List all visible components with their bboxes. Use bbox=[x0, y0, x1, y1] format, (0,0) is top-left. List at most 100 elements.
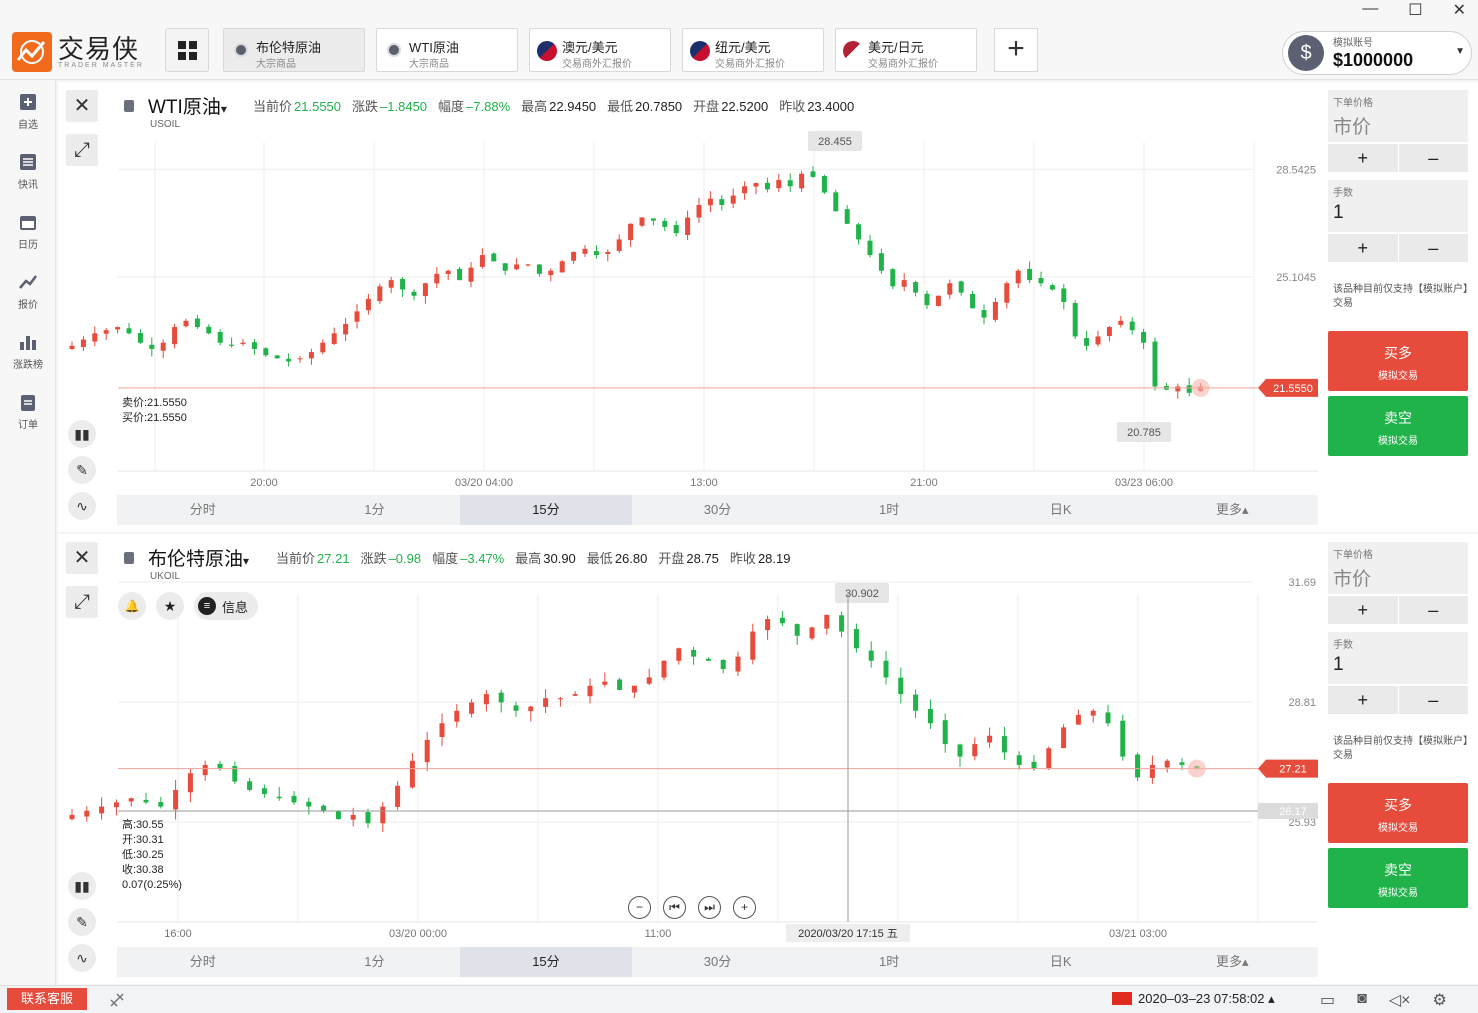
timeframe-7[interactable]: 更多▴ bbox=[1215, 502, 1249, 517]
symbol-header[interactable]: 布伦特原油▾ bbox=[124, 544, 249, 570]
sidebar-item-1[interactable]: 自选 bbox=[0, 92, 56, 131]
add-tab-button[interactable]: + bbox=[994, 28, 1038, 72]
timeframe-3[interactable]: 15分 bbox=[460, 947, 632, 977]
buy-long-button[interactable]: 买多 模拟交易 bbox=[1328, 783, 1468, 843]
buy-long-button[interactable]: 买多 模拟交易 bbox=[1328, 331, 1468, 391]
fullscreen-button[interactable]: ⤢ bbox=[66, 134, 98, 166]
candle bbox=[1186, 378, 1192, 397]
sell-short-button[interactable]: 卖空 模拟交易 bbox=[1328, 848, 1468, 908]
timeframe-5[interactable]: 1时 bbox=[878, 954, 900, 969]
settings-icon[interactable]: ⚙ bbox=[1432, 992, 1447, 1009]
pencil-icon[interactable]: ✎ bbox=[68, 456, 96, 484]
logo-icon bbox=[12, 32, 52, 72]
timeframe-2[interactable]: 1分 bbox=[364, 502, 385, 517]
candle bbox=[646, 668, 652, 686]
maximize-icon[interactable]: ☐ bbox=[1408, 2, 1423, 19]
candle bbox=[839, 611, 845, 638]
lots-minus-button[interactable]: – bbox=[1398, 234, 1468, 262]
sidebar-item-3[interactable]: 日历 bbox=[0, 212, 56, 251]
min-label: 20.785 bbox=[1127, 427, 1161, 439]
x-tick-label: 11:00 bbox=[645, 928, 672, 940]
candlestick-chart[interactable]: 28.5425 25.1045 20:00 03/20 04:00 13:00 21:00… bbox=[58, 82, 1318, 502]
indicator-icon[interactable]: ∿ bbox=[68, 492, 96, 520]
contact-support-button[interactable]: 联系客服 bbox=[7, 988, 87, 1010]
candle-type-icon[interactable]: ▮▮ bbox=[68, 872, 96, 900]
star-icon[interactable]: ★ bbox=[156, 592, 184, 620]
lots-value: 1 bbox=[1333, 654, 1344, 675]
zoom-in-icon[interactable]: + bbox=[733, 896, 756, 919]
layout-grid-button[interactable] bbox=[165, 28, 209, 72]
connection-icon[interactable] bbox=[108, 991, 126, 1009]
fullscreen-button[interactable]: ⤢ bbox=[66, 586, 98, 618]
tab-5[interactable]: 美元/日元 交易商外汇报价 bbox=[835, 28, 977, 72]
candle bbox=[206, 324, 212, 335]
sidebar-item-4[interactable]: 报价 bbox=[0, 272, 56, 311]
candle bbox=[572, 691, 578, 697]
timeframe-3[interactable]: 15分 bbox=[460, 495, 632, 525]
tab-2[interactable]: WTI原油 大宗商品 bbox=[376, 28, 518, 72]
timeframe-7[interactable]: 更多▴ bbox=[1215, 954, 1249, 969]
timeframe-1[interactable]: 分时 bbox=[189, 502, 216, 517]
indicator-icon[interactable]: ∿ bbox=[68, 944, 96, 972]
candle bbox=[753, 182, 759, 195]
order-price-box[interactable]: 下单价格 市价 bbox=[1328, 542, 1468, 594]
timeframe-6[interactable]: 日K bbox=[1049, 502, 1072, 517]
price-plus-button[interactable]: + bbox=[1328, 144, 1398, 172]
lots-plus-button[interactable]: + bbox=[1328, 686, 1398, 714]
close-chart-button[interactable]: ✕ bbox=[66, 542, 98, 574]
info-button[interactable]: ≡ 信息 bbox=[194, 592, 259, 620]
candle bbox=[354, 304, 360, 329]
candle bbox=[424, 731, 430, 772]
screen-off-icon[interactable]: ▭ bbox=[1320, 992, 1336, 1009]
account-selector[interactable]: $ 模拟账号 $1000000 ▼ bbox=[1282, 31, 1472, 75]
price-minus-button[interactable]: – bbox=[1398, 596, 1468, 624]
cross-tag: 26.17 bbox=[1279, 806, 1307, 818]
first-page-icon[interactable]: ⏮ bbox=[663, 896, 686, 919]
price-minus-button[interactable]: – bbox=[1398, 144, 1468, 172]
camera-icon[interactable]: ◙ bbox=[1357, 990, 1367, 1007]
lots-minus-button[interactable]: – bbox=[1398, 686, 1468, 714]
order-price-box[interactable]: 下单价格 市价 bbox=[1328, 90, 1468, 142]
candle bbox=[972, 737, 978, 761]
candle bbox=[779, 611, 785, 627]
sell-short-button[interactable]: 卖空 模拟交易 bbox=[1328, 396, 1468, 456]
timeframe-4[interactable]: 30分 bbox=[703, 502, 732, 517]
candle bbox=[409, 753, 415, 789]
lots-plus-button[interactable]: + bbox=[1328, 234, 1398, 262]
timeframe-6[interactable]: 日K bbox=[1049, 954, 1072, 969]
close-chart-button[interactable]: ✕ bbox=[66, 90, 98, 122]
timeframe-4[interactable]: 30分 bbox=[703, 954, 732, 969]
quote-label: 最高 bbox=[521, 99, 548, 114]
tab-3[interactable]: 澳元/美元 交易商外汇报价 bbox=[529, 28, 671, 72]
tab-1[interactable]: 布伦特原油 大宗商品 bbox=[223, 28, 365, 72]
candlestick-chart[interactable]: 31.69 28.81 25.93 16:00 03/20 00:00 11:00 03/2… bbox=[58, 534, 1318, 954]
clipboard-icon bbox=[18, 392, 38, 412]
minimize-icon[interactable]: — bbox=[1362, 0, 1379, 17]
candle bbox=[571, 251, 577, 264]
lots-box[interactable]: 手数 1 bbox=[1328, 180, 1468, 232]
last-page-icon[interactable]: ⏭ bbox=[698, 896, 721, 919]
bell-icon[interactable]: 🔔 bbox=[118, 592, 146, 620]
candle-type-icon[interactable]: ▮▮ bbox=[68, 420, 96, 448]
sidebar-item-2[interactable]: 快讯 bbox=[0, 152, 56, 191]
candle bbox=[80, 336, 86, 351]
timeframe-1[interactable]: 分时 bbox=[189, 954, 216, 969]
candle bbox=[794, 623, 800, 645]
candle bbox=[276, 787, 282, 801]
tab-4[interactable]: 纽元/美元 交易商外汇报价 bbox=[682, 28, 824, 72]
tab-sublabel: 交易商外汇报价 bbox=[562, 59, 632, 70]
mute-icon[interactable]: ◁× bbox=[1388, 992, 1411, 1009]
sidebar-item-5[interactable]: 涨跌榜 bbox=[0, 332, 56, 371]
pencil-icon[interactable]: ✎ bbox=[68, 908, 96, 936]
candle bbox=[883, 651, 889, 685]
sidebar-item-6[interactable]: 订单 bbox=[0, 392, 56, 431]
zoom-out-icon[interactable]: − bbox=[628, 896, 651, 919]
tab-label: 纽元/美元 bbox=[715, 40, 771, 55]
symbol-header[interactable]: WTI原油▾ bbox=[124, 92, 227, 118]
candle bbox=[719, 195, 725, 211]
timeframe-5[interactable]: 1时 bbox=[878, 502, 900, 517]
close-window-icon[interactable]: ✕ bbox=[1452, 2, 1466, 19]
lots-box[interactable]: 手数 1 bbox=[1328, 632, 1468, 684]
timeframe-2[interactable]: 1分 bbox=[364, 954, 385, 969]
price-plus-button[interactable]: + bbox=[1328, 596, 1398, 624]
